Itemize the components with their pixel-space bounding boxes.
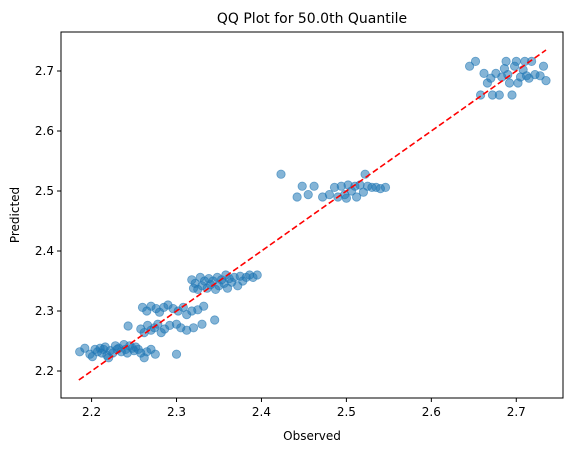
x-tick-label: 2.4 <box>252 405 271 419</box>
y-tick-label: 2.2 <box>35 364 54 378</box>
scatter-point <box>511 56 521 67</box>
scatter-point <box>341 193 351 203</box>
scatter-point <box>380 182 391 192</box>
scatter-point <box>507 90 517 100</box>
y-tick-label: 2.6 <box>35 124 54 138</box>
scatter-point <box>501 56 511 67</box>
scatter-point <box>197 319 207 329</box>
y-tick-label: 2.7 <box>35 64 54 78</box>
x-tick-label: 2.5 <box>337 405 356 419</box>
scatter-point <box>309 181 319 191</box>
scatter-point <box>526 56 537 67</box>
scatter-point <box>464 61 475 71</box>
x-tick-label: 2.7 <box>507 405 526 419</box>
reference-line <box>78 49 547 381</box>
y-tick-label: 2.5 <box>35 184 54 198</box>
chart-title: QQ Plot for 50.0th Quantile <box>217 11 407 27</box>
scatter-point <box>150 349 160 359</box>
scatter-point <box>297 181 307 191</box>
scatter-point <box>504 78 515 88</box>
y-axis-label: Predicted <box>8 187 22 243</box>
scatter-point <box>276 169 286 179</box>
scatter-point <box>538 61 549 71</box>
scatter-point <box>324 190 334 200</box>
axes-frame <box>60 31 564 399</box>
y-axis-ticks: 2.2 2.3 2.4 2.5 2.6 2.7 <box>35 64 61 378</box>
plot-area <box>75 49 551 381</box>
x-axis-ticks: 2.2 2.3 2.4 2.5 2.6 2.7 <box>82 398 526 419</box>
y-tick-label: 2.4 <box>35 244 54 258</box>
scatter-point <box>292 192 302 202</box>
scatter-point <box>470 56 481 67</box>
scatter-point <box>494 90 504 100</box>
x-axis-label: Observed <box>283 429 341 443</box>
scatter-point <box>303 190 313 200</box>
x-tick-label: 2.6 <box>422 405 441 419</box>
scatter-point <box>535 71 545 81</box>
scatter-point <box>360 169 370 179</box>
scatter-point <box>188 323 199 333</box>
scatter-point <box>171 349 182 359</box>
x-tick-label: 2.2 <box>82 405 101 419</box>
scatter-point <box>123 321 133 331</box>
x-tick-label: 2.3 <box>167 405 186 419</box>
scatter-point <box>80 343 90 353</box>
scatter-point <box>199 301 209 311</box>
scatter-point <box>479 68 489 79</box>
scatter-point <box>210 315 220 325</box>
scatter-point <box>541 76 551 86</box>
scatter-point <box>351 192 362 202</box>
scatter-point <box>252 270 262 280</box>
y-tick-label: 2.3 <box>35 304 54 318</box>
